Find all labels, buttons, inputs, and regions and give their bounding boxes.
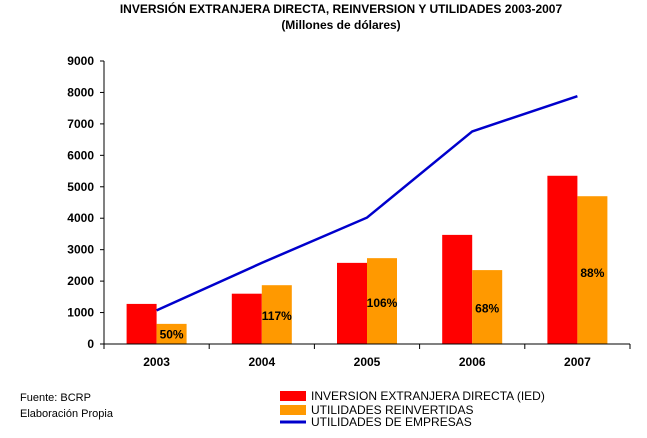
- bar-reinvested-2004: [261, 285, 292, 344]
- y-ticks: 0 1000 2000 3000 4000 5000 6000 7000 8000 9000: [67, 54, 104, 351]
- bar-ied-2005: [337, 262, 367, 344]
- legend-label-ied: INVERSION EXTRANJERA DIRECTA (IED): [311, 389, 545, 403]
- bar-ied-2006: [442, 234, 473, 344]
- data-labels-layer: 50% 117% 106% 68% 88%: [160, 266, 605, 341]
- bar-ied-2003: [126, 303, 157, 344]
- y-tick-label: 8000: [67, 85, 94, 99]
- bar-ied-2007: [547, 175, 578, 344]
- bar-reinvested-2007: [577, 196, 608, 344]
- y-tick-label: 6000: [67, 148, 94, 162]
- bars-layer: [126, 175, 608, 344]
- y-tick-label: 3000: [67, 243, 94, 257]
- data-label-2005: 106%: [367, 296, 398, 310]
- y-tick-label: 4000: [67, 211, 94, 225]
- x-tick-label: 2006: [459, 355, 486, 369]
- x-tick-label: 2005: [354, 355, 381, 369]
- legend: INVERSION EXTRANJERA DIRECTA (IED) UTILI…: [280, 389, 545, 429]
- y-tick-label: 1000: [67, 306, 94, 320]
- legend-label-profits: UTILIDADES DE EMPRESAS: [311, 415, 472, 429]
- x-tick-label: 2004: [248, 355, 275, 369]
- bar-reinvested-2005: [367, 258, 397, 344]
- data-label-2004: 117%: [262, 309, 292, 323]
- line-profits: [156, 95, 578, 312]
- data-label-2003: 50%: [160, 327, 184, 341]
- source-note: Fuente: BCRP: [20, 392, 91, 404]
- data-label-2007: 88%: [580, 266, 604, 280]
- y-tick-label: 5000: [67, 180, 94, 194]
- bar-ied-2004: [231, 293, 262, 344]
- x-tick-label: 2003: [143, 355, 170, 369]
- legend-swatch-reinvested: [280, 405, 306, 415]
- line-layer: [156, 95, 578, 312]
- x-tick-label: 2007: [564, 355, 591, 369]
- legend-swatch-ied: [280, 391, 306, 401]
- legend-label-reinvested: UTILIDADES REINVERTIDAS: [311, 403, 473, 417]
- chart-subtitle: (Millones de dólares): [281, 18, 400, 32]
- y-tick-label: 0: [87, 337, 94, 351]
- data-label-2006: 68%: [475, 302, 499, 316]
- chart-title: INVERSIÓN EXTRANJERA DIRECTA, REINVERSIO…: [120, 1, 563, 16]
- prepared-note: Elaboración Propia: [20, 408, 114, 420]
- y-tick-label: 2000: [67, 274, 94, 288]
- y-tick-label: 7000: [67, 117, 94, 131]
- y-tick-label: 9000: [67, 54, 94, 68]
- x-ticks: 2003 2004 2005 2006 2007: [103, 344, 631, 369]
- bar-reinvested-2006: [472, 270, 503, 344]
- bar-reinvested-2003: [156, 323, 187, 344]
